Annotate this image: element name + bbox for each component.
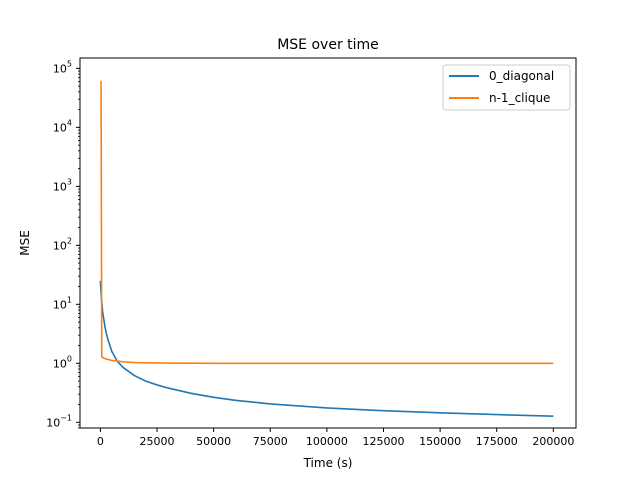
x-tick-label: 125000 [362, 435, 404, 448]
y-tick-label: 101 [53, 295, 72, 311]
legend-label-0-diagonal: 0_diagonal [489, 69, 554, 83]
chart-title: MSE over time [277, 37, 379, 53]
x-tick-label: 100000 [306, 435, 348, 448]
x-tick-label: 200000 [532, 435, 574, 448]
y-tick-label: 103 [53, 177, 72, 193]
y-axis: 10−1 100 101 102 103 104 105 [46, 59, 80, 429]
plot-area [99, 80, 554, 417]
x-tick-label: 0 [97, 435, 104, 448]
x-axis-label: Time (s) [303, 456, 353, 470]
x-tick-label: 175000 [476, 435, 518, 448]
legend: 0_diagonal n-1_clique [442, 64, 571, 111]
legend-label-n-1-clique: n-1_clique [489, 91, 550, 105]
y-tick-label: 105 [53, 59, 72, 75]
y-tick-label: 10−1 [46, 413, 72, 429]
x-tick-label: 150000 [419, 435, 461, 448]
y-tick-label: 100 [53, 354, 72, 370]
x-axis: 0 25000 50000 75000 100000 125000 150000 175000… [97, 428, 574, 448]
y-tick-label: 102 [53, 236, 72, 252]
x-tick-label: 50000 [196, 435, 231, 448]
y-tick-label: 104 [53, 118, 72, 134]
axes-frame [79, 57, 577, 429]
x-tick-label: 25000 [140, 435, 175, 448]
series-line-0-diagonal [99, 280, 554, 417]
series-line-n-1-clique [100, 80, 554, 365]
x-tick-label: 75000 [253, 435, 288, 448]
y-axis-label: MSE [18, 230, 32, 256]
